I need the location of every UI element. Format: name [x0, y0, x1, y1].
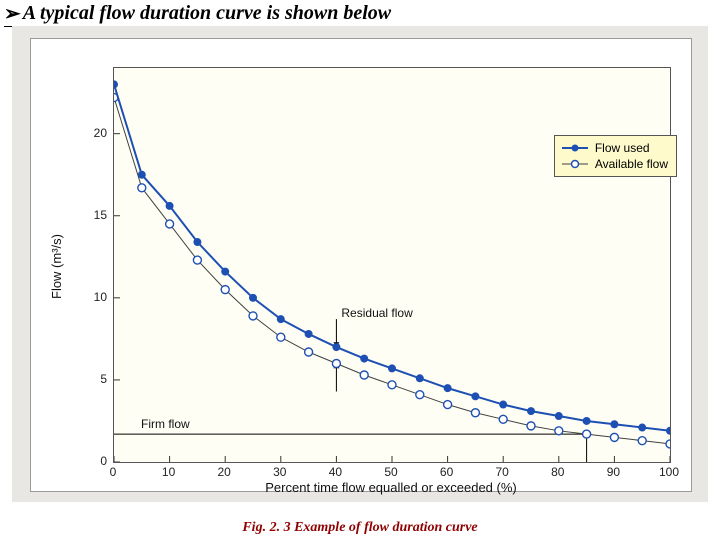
y-tick-label: 10	[77, 290, 107, 304]
x-axis-title: Percent time flow equalled or exceeded (…	[113, 480, 669, 495]
x-tick-label: 10	[154, 465, 184, 479]
legend-label-available-flow: Available flow	[595, 157, 668, 171]
y-tick-label: 15	[77, 208, 107, 222]
x-tick-label: 20	[209, 465, 239, 479]
x-tick-label: 40	[320, 465, 350, 479]
x-tick-label: 100	[654, 465, 684, 479]
bullet-icon: ➢	[4, 1, 21, 26]
plot-area	[113, 67, 671, 463]
figure-frame: Flow (m³/s) Percent time flow equalled o…	[12, 26, 708, 502]
page-title: ➢A typical flow duration curve is shown …	[4, 0, 391, 27]
legend-row-available-flow: Available flow	[561, 156, 668, 172]
plot-outer: Flow (m³/s) Percent time flow equalled o…	[30, 38, 692, 492]
legend-swatch-available-flow	[561, 157, 589, 171]
firm-flow-label: Firm flow	[141, 417, 190, 431]
x-tick-label: 60	[432, 465, 462, 479]
legend-label-flow-used: Flow used	[595, 141, 650, 155]
chart-svg	[114, 68, 670, 462]
y-axis-title: Flow (m³/s)	[49, 234, 64, 299]
legend-swatch-flow-used	[561, 141, 589, 155]
y-tick-label: 0	[77, 454, 107, 468]
legend: Flow used Available flow	[554, 135, 677, 177]
x-tick-label: 50	[376, 465, 406, 479]
y-tick-label: 5	[77, 372, 107, 386]
residual-flow-label: Residual flow	[341, 306, 412, 320]
legend-row-flow-used: Flow used	[561, 140, 668, 156]
title-text: A typical flow duration curve is shown b…	[23, 2, 391, 24]
y-tick-label: 20	[77, 126, 107, 140]
x-tick-label: 80	[543, 465, 573, 479]
x-tick-label: 70	[487, 465, 517, 479]
x-tick-label: 30	[265, 465, 295, 479]
figure-caption: Fig. 2. 3 Example of flow duration curve	[0, 520, 720, 536]
x-tick-label: 90	[598, 465, 628, 479]
